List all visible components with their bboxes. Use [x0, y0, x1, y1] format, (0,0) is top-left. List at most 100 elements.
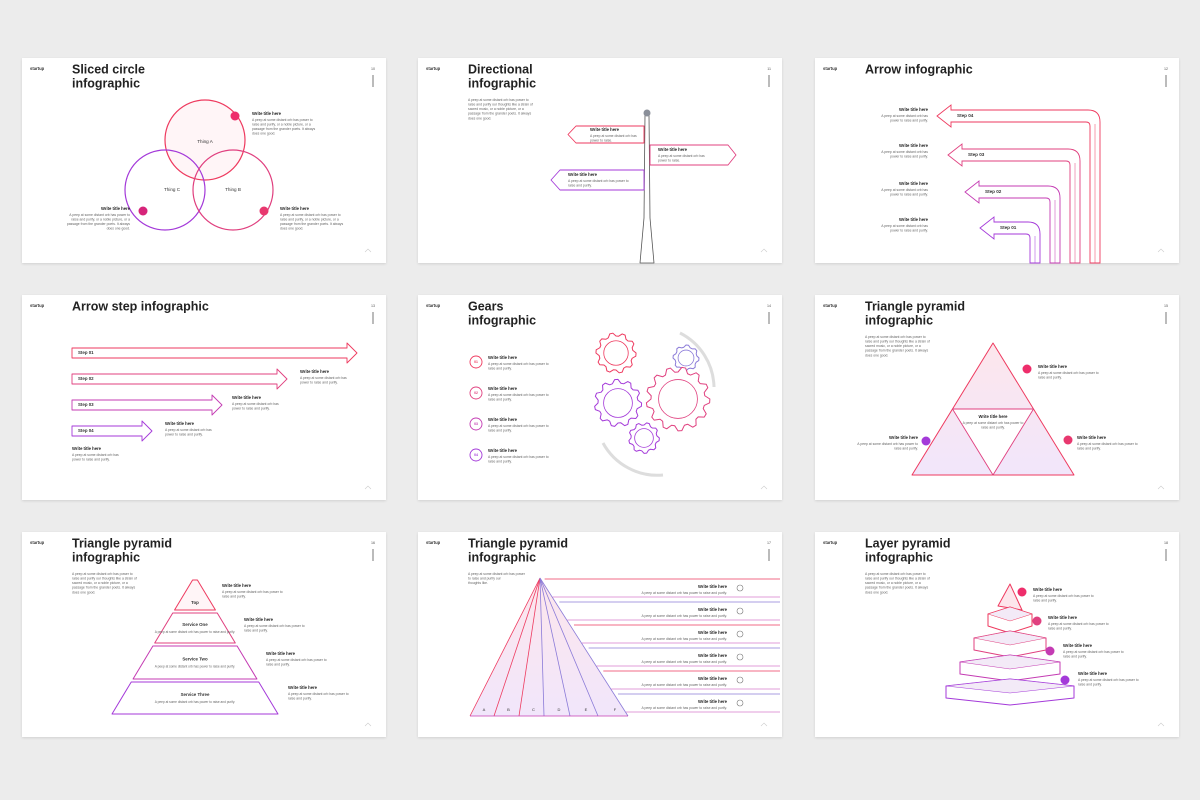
item-body: A peep at some distant orb has power to — [1038, 371, 1099, 375]
brand: startup — [30, 540, 45, 545]
item-body: A peep at some distant orb has power to — [488, 362, 549, 366]
number-badge — [469, 448, 483, 462]
intro-text: thoughts like. — [468, 581, 488, 585]
signpost-cap — [643, 109, 651, 117]
slide-title: Triangle pyramid — [72, 536, 172, 550]
item-body: A peep at some distant orb has power to … — [641, 637, 727, 641]
nav-chevron — [1157, 248, 1165, 253]
item-heading: Write title here — [288, 685, 318, 690]
item-body: passage from the grander poets. It alway… — [280, 222, 343, 226]
item-body: power to raise. — [590, 138, 612, 142]
item-body: raise and purify. — [288, 696, 312, 700]
item-body: raise and purify. — [488, 366, 512, 370]
intro-text: A peep at some distant orb has power — [468, 572, 526, 576]
gear — [672, 344, 700, 372]
slide-title: infographic — [468, 313, 536, 327]
brand: startup — [823, 540, 838, 545]
intro-text: A peep at some distant orb has power to — [865, 335, 926, 339]
page-number: 15 — [1164, 304, 1168, 308]
gear — [628, 422, 660, 454]
venn-circle — [192, 149, 274, 231]
item-body: power to raise and purify. — [890, 192, 928, 196]
item-heading: Write title here — [1077, 435, 1107, 440]
intro-text: passage from the grander poets. It alway… — [865, 349, 928, 353]
rotation-arc — [679, 331, 716, 388]
marker-dot — [138, 206, 148, 216]
item-body: A peep at some distant orb has power to — [488, 424, 549, 428]
slide-background — [22, 295, 386, 500]
slide-title: infographic — [468, 550, 536, 564]
item-heading: Write title here — [232, 395, 262, 400]
intro-text: sacred music, or a noble picture, or a — [865, 344, 921, 348]
item-body: A peep at some distant orb has — [881, 150, 928, 154]
item-body: A peep at some distant orb has — [658, 154, 705, 158]
item-body: passage from the grander poets. It alway… — [252, 127, 315, 131]
stripe-letter: F — [614, 707, 617, 712]
stripe-edge — [469, 577, 541, 717]
page-number: 17 — [767, 541, 771, 545]
number-badge — [469, 386, 483, 400]
intro-text: sacred music, or a noble picture, or a — [468, 107, 524, 111]
item-body: A peep at some distant orb has power to — [222, 590, 283, 594]
item-heading: Write title here — [1078, 671, 1108, 676]
stripe-edge — [493, 577, 541, 717]
item-body: raise and purify. — [1063, 654, 1087, 658]
slide-title: Layer pyramid — [865, 536, 950, 550]
intro-text: sacred music, or a noble picture, or a — [865, 581, 921, 585]
item-heading: Write title here — [488, 386, 518, 391]
gear — [595, 332, 637, 374]
brand: startup — [426, 66, 441, 71]
stripe-letter: C — [532, 707, 535, 712]
slide-title: infographic — [468, 76, 536, 90]
item-body: A peep at some distant orb has power to … — [641, 683, 727, 687]
item-body: A peep at some distant orb has — [881, 224, 928, 228]
marker-dot — [1032, 616, 1042, 626]
intro-text: passage from the grander poets. It alway… — [865, 586, 928, 590]
intro-text: raise and purify our thoughts like a str… — [865, 339, 930, 343]
marker-dot — [921, 436, 931, 446]
marker-dot — [1017, 587, 1027, 597]
slide: startup 13 Arrow step infographic Step 01 St… — [22, 295, 386, 500]
item-body: A peep at some distant orb has — [881, 114, 928, 118]
item-body: A peep at some distant orb has power to — [69, 213, 130, 217]
item-body: raise and purify. — [266, 662, 290, 666]
item-heading: Write title here — [165, 421, 195, 426]
item-body: power to raise and purify. — [890, 118, 928, 122]
step-arrow — [71, 394, 223, 416]
row-icon — [736, 699, 744, 707]
item-body: raise and purify. — [568, 183, 592, 187]
venn-circle — [164, 99, 246, 181]
nav-chevron — [760, 722, 768, 727]
item-body: A peep at some distant orb has power to — [1048, 622, 1109, 626]
item-body: A peep at some distant orb has power to — [488, 393, 549, 397]
step-label: Step 01 — [1000, 225, 1017, 230]
page-number: 16 — [371, 541, 375, 545]
slide-title: Triangle pyramid — [468, 536, 568, 550]
item-heading: Write title here — [488, 448, 518, 453]
pyramid-layer — [174, 579, 216, 611]
item-heading: Write title here — [101, 206, 131, 211]
brand: startup — [823, 303, 838, 308]
item-heading: Write title here — [568, 172, 598, 177]
page-number: 18 — [1164, 541, 1168, 545]
item-body: A peep at some distant orb has power to — [280, 213, 341, 217]
intro-text: does one good. — [865, 353, 888, 357]
item-body: A peep at some distant orb has power to — [568, 179, 629, 183]
item-body: does one good. — [107, 227, 130, 231]
item-body: A peep at some distant orb has power to … — [641, 706, 727, 710]
gear — [594, 378, 643, 427]
marker-dot — [1022, 364, 1032, 374]
item-heading: Write title here — [698, 676, 728, 681]
page-number: 12 — [1164, 67, 1168, 71]
item-body: A peep at some distant orb has — [165, 428, 212, 432]
row-icon — [736, 653, 744, 661]
stripe-letter: B — [507, 707, 510, 712]
item-heading: Write title here — [698, 584, 728, 589]
item-heading: Write title here — [698, 630, 728, 635]
number-badge — [469, 355, 483, 369]
step-label: Step 03 — [78, 402, 94, 407]
marker-dot — [259, 206, 269, 216]
